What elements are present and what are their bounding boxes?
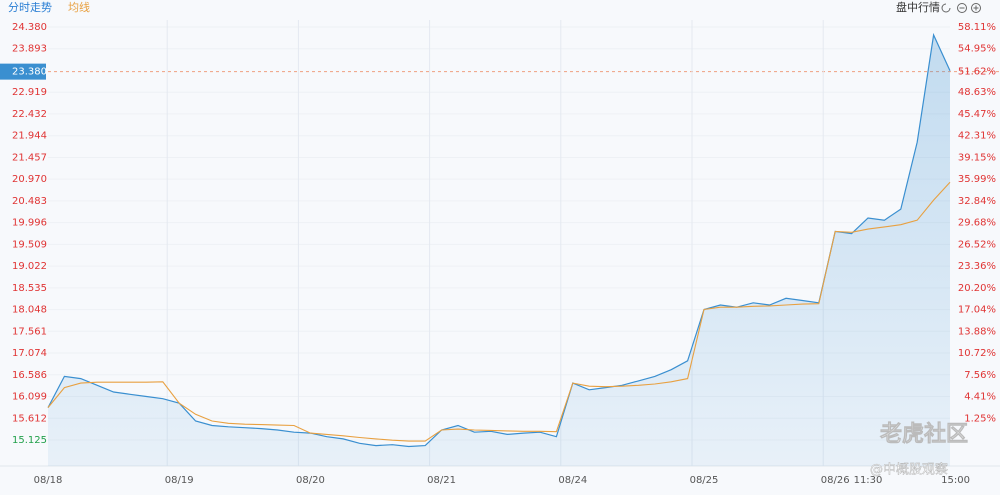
tab[interactable]: 均线 — [68, 0, 90, 14]
y-tick-label: 18.535 — [12, 283, 47, 294]
y2-tick-label: 10.72% — [958, 348, 996, 359]
y-tick-label: 16.099 — [12, 392, 47, 403]
y2-tick-label: 51.62% — [958, 67, 996, 78]
y2-tick-label: 7.56% — [964, 370, 996, 381]
plot: 24.380 23.893 23.380 22.919 22.432 21.944 21.4… — [0, 20, 1000, 486]
price-area — [48, 35, 950, 466]
mode-title[interactable]: 盘中行情 — [896, 0, 940, 14]
y2-tick-label: 13.88% — [958, 326, 996, 337]
y2-tick-label: 54.95% — [958, 44, 996, 55]
watermark: 老虎社区 — [879, 421, 968, 447]
y2-tick-label: 23.36% — [958, 261, 996, 272]
average-line — [47, 181, 951, 442]
y2-tick-label: 42.31% — [958, 131, 996, 142]
y2-tick-label: 26.52% — [958, 239, 996, 250]
x-tick-label: 08/18 — [34, 475, 63, 486]
x-tick-label: 11:30 — [854, 475, 883, 486]
x-tick-label: 15:00 — [941, 475, 970, 486]
y2-tick-label: 32.84% — [958, 196, 996, 207]
y-tick-label: 21.944 — [12, 131, 47, 142]
y2-tick-label: 45.47% — [958, 109, 996, 120]
y2-tick-label: 20.20% — [958, 283, 996, 294]
y-tick-label: 17.074 — [12, 348, 47, 359]
y-tick-label: 18.048 — [12, 305, 47, 316]
y-tick-label: 19.996 — [12, 218, 47, 229]
watermark-sub: @中概股观察 — [870, 463, 948, 478]
y-tick-label: 20.483 — [12, 196, 47, 207]
y-tick-label: 16.586 — [12, 370, 47, 381]
y-tick-label: 19.509 — [12, 239, 47, 250]
zoom-in-icon[interactable] — [971, 3, 981, 13]
price-line — [47, 32, 951, 448]
reset-icon[interactable] — [941, 3, 951, 13]
x-tick-label: 08/25 — [690, 475, 719, 486]
y-tick-label: 20.970 — [12, 174, 47, 185]
y-tick-label: 21.457 — [12, 152, 47, 163]
y-tick-label: 23.893 — [12, 44, 47, 55]
y2-tick-label: 29.68% — [958, 218, 996, 229]
y2-tick-label: 58.11% — [958, 22, 996, 33]
y-tick-label: 19.022 — [12, 261, 47, 272]
y-tick-label: 15.612 — [12, 413, 47, 424]
y-tick-label: 23.380 — [12, 67, 47, 78]
x-tick-label: 08/24 — [558, 475, 587, 486]
current-price-box — [0, 63, 46, 80]
y-tick-label: 22.919 — [12, 87, 47, 98]
y2-tick-label: 35.99% — [958, 174, 996, 185]
y-tick-label: 17.561 — [12, 326, 47, 337]
zoom-out-icon[interactable] — [957, 3, 967, 13]
y2-tick-label: 39.15% — [958, 152, 996, 163]
toolbar-icons — [941, 3, 981, 13]
x-tick-label: 08/19 — [165, 475, 194, 486]
y-tick-label: 22.432 — [12, 109, 47, 120]
tab[interactable]: 分时走势 — [8, 1, 52, 14]
y2-tick-label: 4.41% — [964, 392, 996, 403]
x-tick-label: 08/20 — [296, 475, 325, 486]
y-tick-label: 15.125 — [12, 435, 47, 446]
x-tick-label: 08/21 — [427, 475, 456, 486]
y2-tick-label: 17.04% — [958, 305, 996, 316]
x-tick-label: 08/26 — [821, 475, 850, 486]
y2-tick-label: 48.63% — [958, 87, 996, 98]
y-tick-label: 24.380 — [12, 22, 47, 33]
y2-tick-label: 1.25% — [964, 413, 996, 424]
